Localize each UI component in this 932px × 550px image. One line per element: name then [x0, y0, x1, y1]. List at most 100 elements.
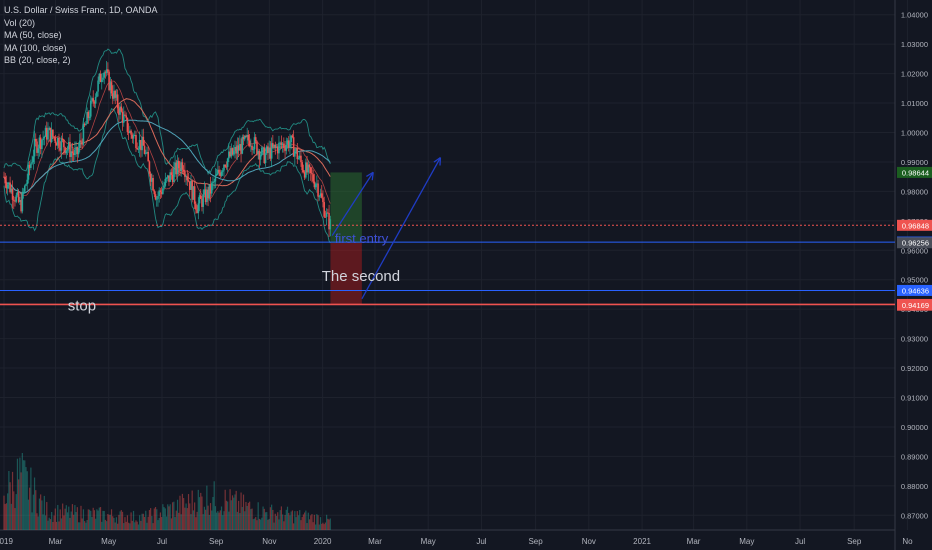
volume-bar: [110, 509, 113, 530]
candle-body: [36, 141, 38, 153]
volume-bar: [198, 497, 201, 530]
volume-bar: [25, 467, 27, 530]
price-label-tag: [897, 166, 932, 178]
volume-bar: [4, 504, 6, 530]
volume-bar: [10, 503, 12, 530]
trend-arrow-line[interactable]: [361, 157, 442, 300]
volume-bar: [113, 517, 115, 530]
volume-bar: [239, 513, 241, 530]
volume-bar: [32, 494, 34, 530]
candle-body: [235, 146, 237, 154]
candle-body: [269, 147, 272, 159]
trend-arrow-line[interactable]: [331, 171, 374, 236]
volume-bar: [250, 509, 252, 530]
candle-body: [52, 129, 54, 137]
candle-body: [149, 173, 152, 182]
candle-body: [287, 140, 290, 148]
volume-bar: [299, 510, 301, 530]
volume-bar: [55, 521, 58, 530]
volume-bar: [328, 519, 330, 530]
volume-bar: [26, 471, 28, 530]
volume-bar: [224, 489, 226, 530]
volume-bar: [293, 523, 295, 530]
volume-bar: [158, 517, 160, 530]
candle-body: [86, 112, 88, 124]
candle-body: [6, 184, 9, 189]
candle-body: [212, 181, 214, 184]
candle-body: [196, 209, 198, 214]
candle-body: [30, 163, 32, 168]
volume-bar: [230, 500, 232, 530]
candle-body: [181, 162, 184, 170]
candle-body: [322, 197, 324, 203]
candle-body: [74, 149, 76, 156]
price-label-tag: [897, 299, 932, 311]
volume-bar: [15, 494, 17, 530]
candle-body: [78, 140, 81, 149]
volume-bar: [77, 522, 80, 530]
volume-bar: [97, 510, 99, 530]
volume-bar: [159, 512, 162, 530]
volume-bar: [253, 518, 256, 530]
volume-bar: [260, 519, 262, 530]
volume-bar: [109, 514, 111, 530]
indicator-ma50[interactable]: MA (50, close): [4, 30, 62, 40]
candle-body: [175, 162, 178, 175]
candle-body: [119, 106, 121, 115]
candle-body: [158, 190, 160, 197]
candle-body: [59, 147, 62, 151]
volume-bar: [296, 511, 298, 530]
position-stop-zone[interactable]: [330, 242, 362, 305]
candle-body: [300, 155, 302, 163]
candle-body: [318, 196, 321, 198]
candle-body: [217, 169, 219, 175]
candle-body: [206, 189, 208, 203]
price-label-text: 0.98644: [902, 168, 929, 177]
candle-body: [264, 153, 267, 164]
candle-body: [92, 98, 95, 102]
candle-body: [115, 94, 118, 98]
volume-bar: [246, 505, 248, 530]
candle-body: [210, 183, 213, 194]
candle-body: [20, 200, 22, 212]
volume-bar: [218, 512, 220, 530]
volume-bar: [103, 510, 105, 530]
volume-bar: [233, 497, 235, 530]
volume-bar: [112, 516, 114, 530]
candle-body: [157, 196, 159, 199]
x-tick-label: 2020: [314, 537, 332, 546]
candle-body: [170, 172, 173, 175]
candle-body: [135, 134, 137, 148]
y-tick-label: 0.87000: [901, 511, 928, 520]
candle-body: [22, 191, 25, 193]
volume-bar: [162, 504, 164, 530]
candle-body: [228, 151, 230, 159]
trend-arrow-head: [366, 171, 374, 181]
volume-bar: [257, 502, 259, 530]
y-tick-label: 0.89000: [901, 452, 928, 461]
candle-body: [89, 100, 92, 117]
indicator-ma100[interactable]: MA (100, close): [4, 42, 67, 53]
x-tick-label: Jul: [795, 537, 805, 546]
candle-body: [197, 203, 200, 214]
candle-body: [140, 139, 142, 151]
candle-body: [190, 180, 192, 190]
candle-body: [295, 148, 297, 152]
candle-body: [81, 141, 84, 145]
candle-body: [219, 172, 222, 176]
candle-body: [122, 114, 125, 123]
volume-bar: [153, 508, 155, 530]
volume-bar: [63, 515, 65, 530]
candle-body: [168, 175, 170, 182]
candle-body: [276, 146, 279, 154]
volume-bar: [297, 515, 300, 530]
indicator-vol[interactable]: Vol (20): [4, 17, 36, 28]
indicator-bb[interactable]: BB (20, close, 2): [4, 55, 71, 65]
candle-body: [133, 134, 136, 136]
volume-bar: [99, 507, 102, 530]
volume-bar: [170, 518, 173, 530]
candle-body: [42, 138, 44, 141]
candle-body: [236, 145, 239, 154]
volume-bar: [212, 496, 214, 530]
